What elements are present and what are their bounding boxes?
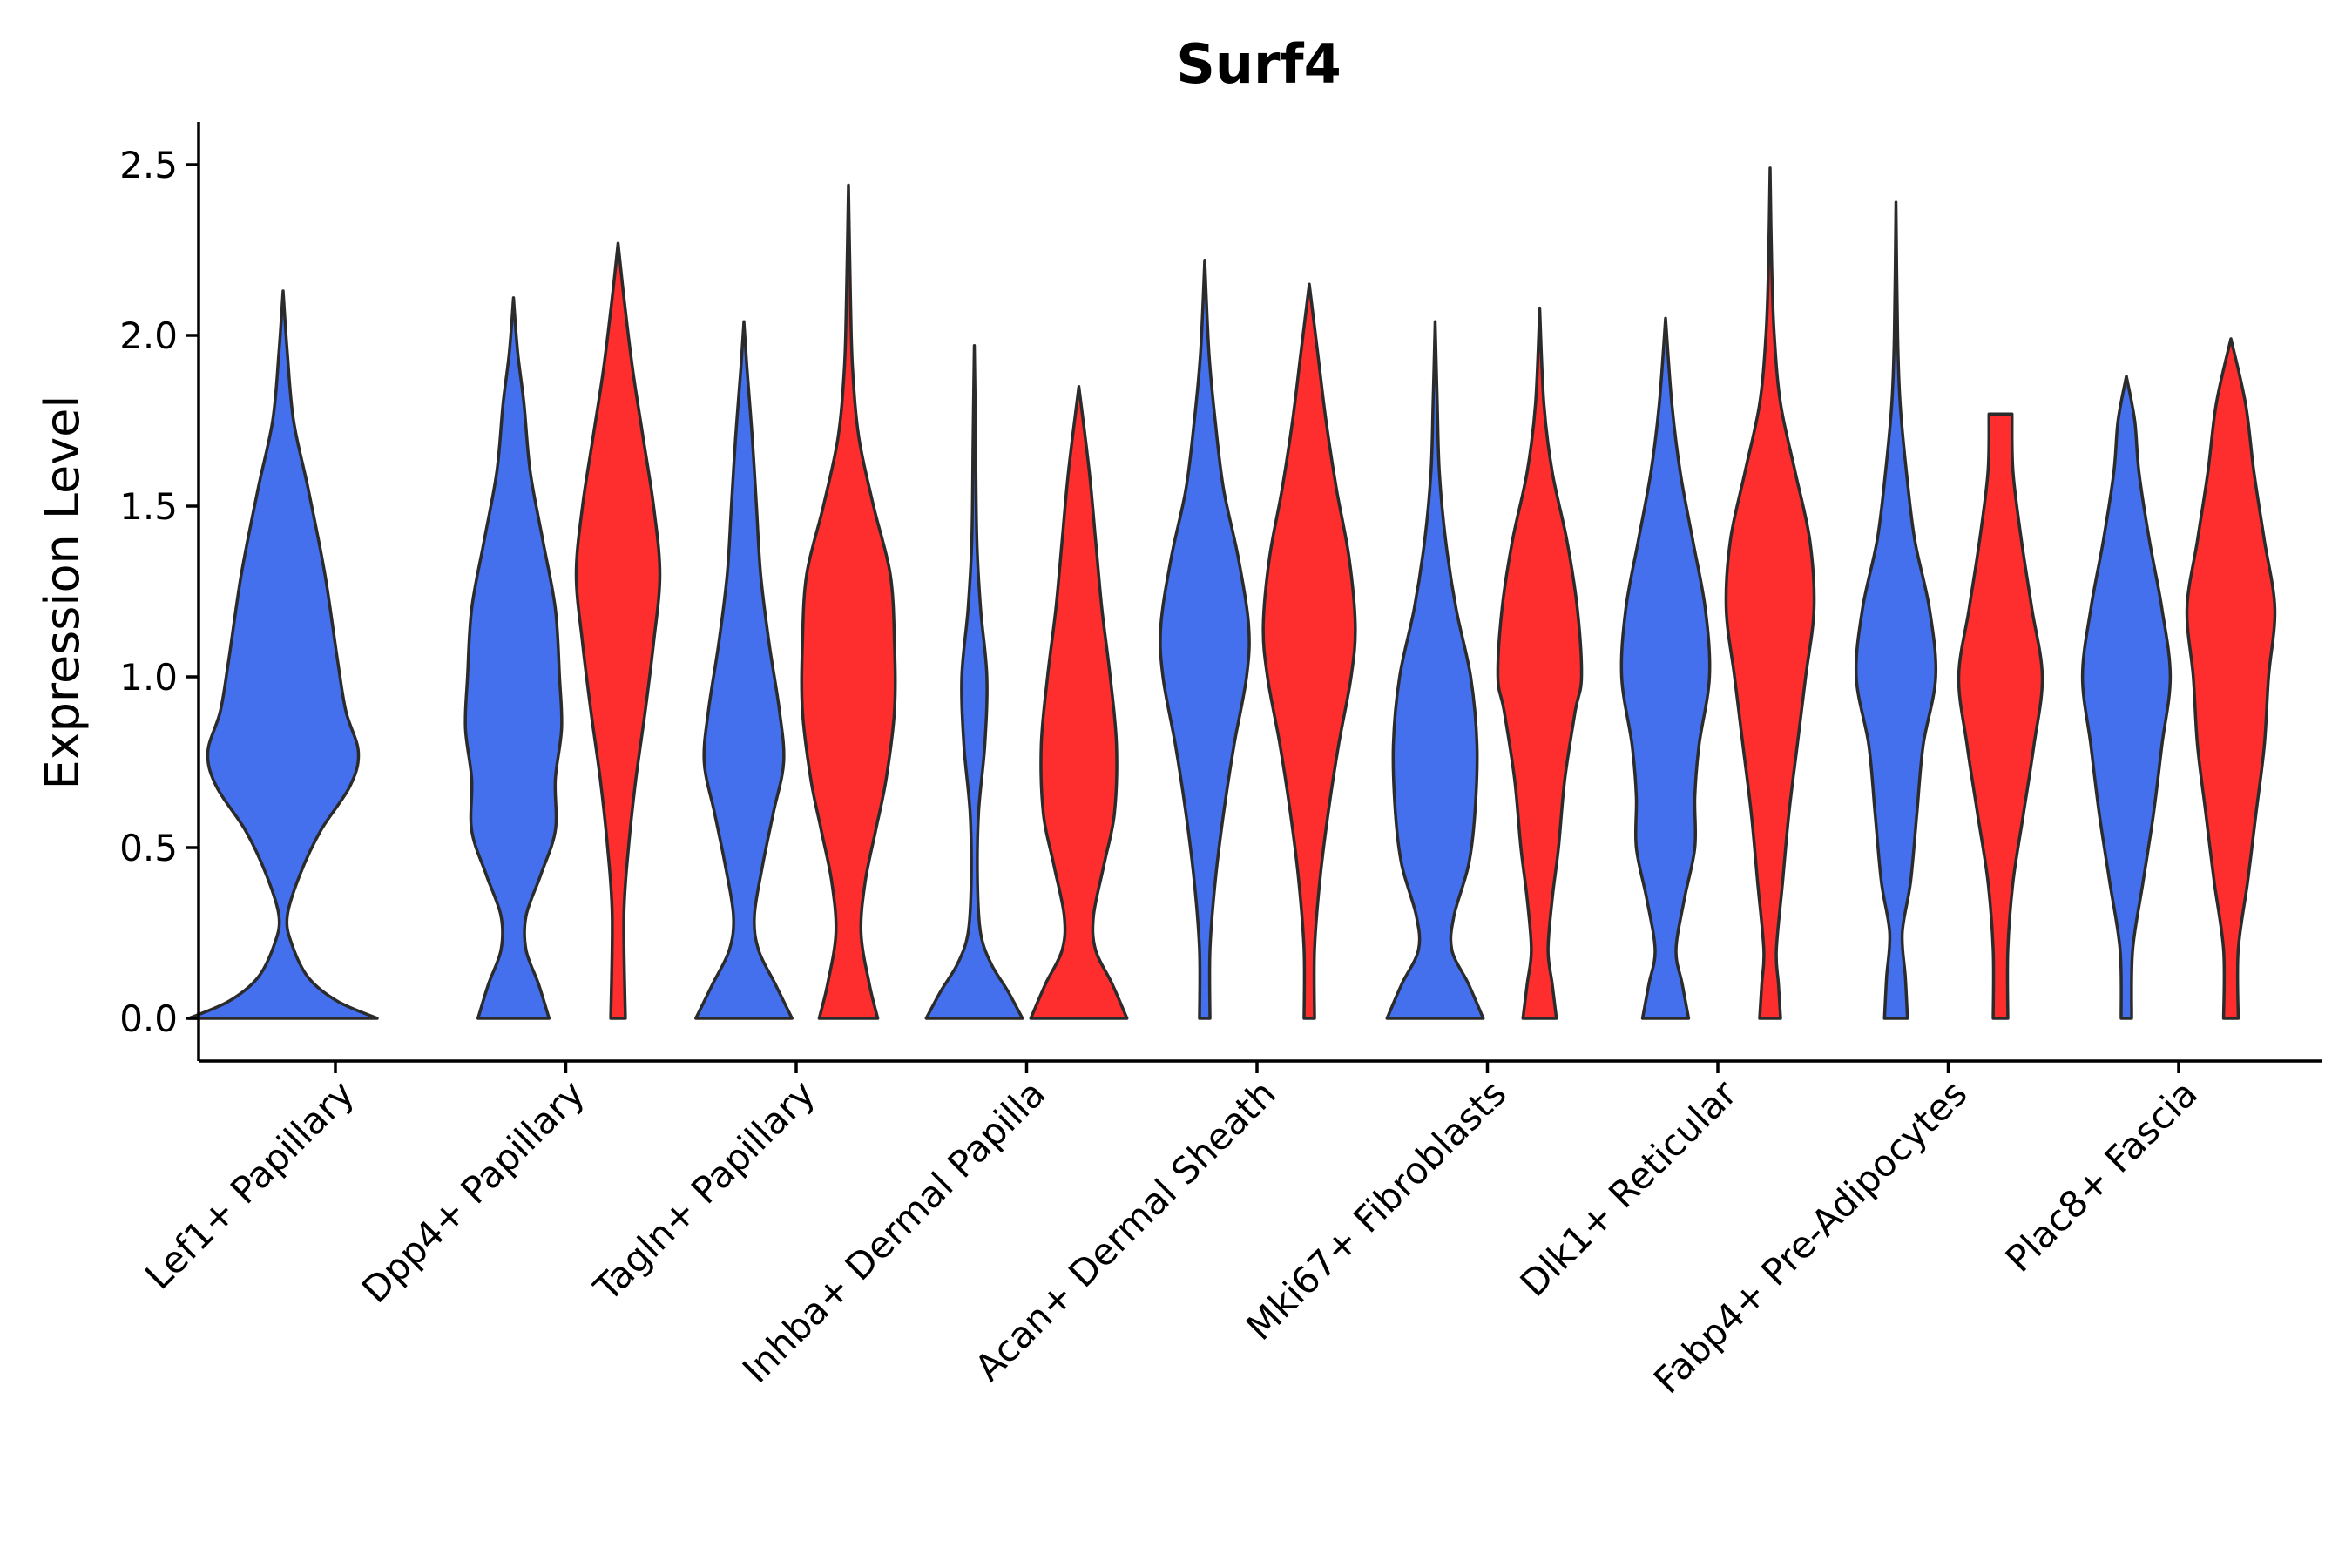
violin-mki67-fibroblasts-b (1496, 306, 1584, 1020)
y-tick-label: 1.5 (119, 485, 178, 528)
violin-plac8-fascia-b (2185, 337, 2277, 1020)
y-axis-label: Expression Level (35, 395, 90, 790)
violin-acan-dermal-sheath-a (1159, 259, 1251, 1020)
violin-fabp4-pre-adipocytes-a (1854, 200, 1938, 1020)
violin-acan-dermal-sheath-b (1261, 282, 1357, 1020)
y-tick-label: 0.0 (119, 997, 178, 1040)
violin-tagln-papillary-b (800, 183, 897, 1020)
violin-plac8-fascia-a (2080, 375, 2173, 1020)
x-tick-label: Dpp4+ Papillary (354, 1071, 593, 1311)
y-tick-label: 2.0 (119, 314, 178, 357)
violin-dlk1-reticular-a (1619, 316, 1712, 1020)
chart-title: Surf4 (1176, 32, 1341, 96)
x-tick-label: Mki67+ Fibroblasts (1238, 1071, 1514, 1348)
y-tick-label: 2.5 (119, 144, 178, 186)
violin-dpp4-papillary-a (463, 296, 564, 1020)
violin-tagln-papillary-a (694, 320, 794, 1020)
x-tick-label: Dlk1+ Reticular (1512, 1071, 1746, 1305)
x-tick-label: Lef1+ Papillary (137, 1071, 362, 1297)
x-tick-label: Tagln+ Papillary (585, 1071, 823, 1309)
violin-group (187, 166, 2277, 1020)
x-tick-label: Plac8+ Fascia (1997, 1071, 2206, 1280)
violin-inhba-dermal-papilla-a (924, 344, 1024, 1020)
violin-dpp4-papillary-b (574, 241, 662, 1020)
y-tick-label: 1.0 (119, 656, 178, 699)
violin-fabp4-pre-adipocytes-b (1957, 412, 2044, 1020)
violin-mki67-fibroblasts-a (1385, 320, 1485, 1020)
violin-inhba-dermal-papilla-b (1029, 385, 1129, 1020)
violin-dlk1-reticular-b (1724, 166, 1816, 1020)
violin-lef1-papillary-a (187, 289, 379, 1020)
y-tick-label: 0.5 (119, 827, 178, 869)
